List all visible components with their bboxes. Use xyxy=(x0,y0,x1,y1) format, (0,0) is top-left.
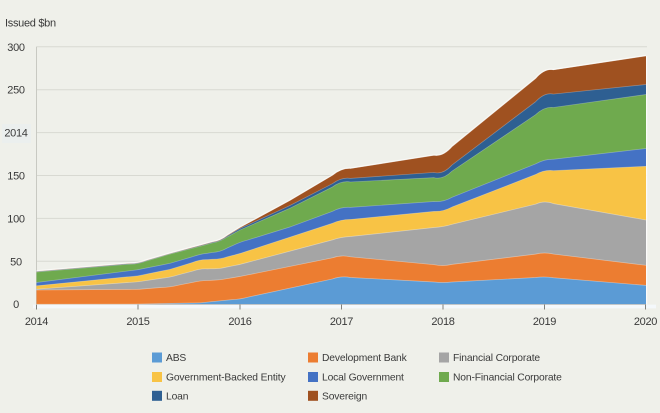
svg-text:0: 0 xyxy=(13,299,19,311)
svg-text:2014: 2014 xyxy=(4,128,27,140)
svg-text:2017: 2017 xyxy=(330,316,353,328)
svg-text:150: 150 xyxy=(7,171,25,183)
svg-text:250: 250 xyxy=(7,85,25,97)
svg-text:Sovereign: Sovereign xyxy=(322,391,367,402)
svg-text:2015: 2015 xyxy=(126,316,149,328)
svg-text:Development Bank: Development Bank xyxy=(322,353,408,364)
svg-text:2018: 2018 xyxy=(431,316,454,328)
svg-text:ABS: ABS xyxy=(166,353,186,364)
svg-text:50: 50 xyxy=(10,256,22,268)
svg-text:Financial Corporate: Financial Corporate xyxy=(453,353,540,364)
svg-text:Non-Financial Corporate: Non-Financial Corporate xyxy=(453,373,562,384)
svg-text:100: 100 xyxy=(7,213,25,225)
svg-text:300: 300 xyxy=(7,42,25,54)
svg-text:Government-Backed Entity: Government-Backed Entity xyxy=(166,373,286,384)
svg-text:2016: 2016 xyxy=(228,316,251,328)
svg-text:2019: 2019 xyxy=(533,316,556,328)
svg-text:Local Government: Local Government xyxy=(322,373,404,384)
svg-text:Loan: Loan xyxy=(166,391,189,402)
svg-text:2014: 2014 xyxy=(25,316,48,328)
svg-text:2020: 2020 xyxy=(634,316,657,328)
svg-text:Issued $bn: Issued $bn xyxy=(5,18,56,30)
